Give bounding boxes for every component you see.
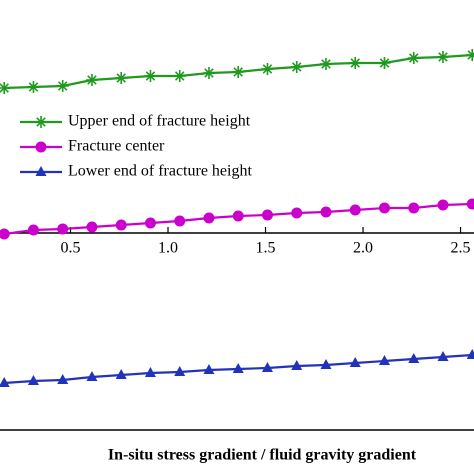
x-axis-label: In-situ stress gradient / fluid gravity …: [108, 447, 417, 464]
legend-label: Upper end of fracture height: [68, 113, 251, 130]
point: [57, 223, 69, 235]
x-tick-label: 0.5: [61, 240, 81, 257]
point: [437, 351, 449, 361]
point: [408, 353, 420, 363]
point: [0, 377, 10, 387]
point: [173, 70, 186, 82]
point: [349, 204, 361, 216]
point: [174, 215, 186, 227]
x-tick-label: 2.5: [451, 240, 471, 257]
point: [436, 51, 449, 63]
point: [203, 364, 215, 374]
point: [56, 80, 69, 92]
legend-label: Lower end of fracture height: [68, 163, 252, 180]
legend-marker: [35, 166, 47, 176]
point: [115, 369, 127, 379]
x-tick-label: 1.0: [158, 240, 178, 257]
point: [232, 66, 245, 78]
point: [174, 366, 186, 376]
point: [57, 374, 69, 384]
point: [85, 74, 98, 86]
point: [261, 362, 273, 372]
point: [144, 70, 157, 82]
point: [466, 49, 474, 61]
point: [144, 367, 156, 377]
point: [407, 52, 420, 64]
point: [0, 82, 11, 94]
point: [320, 359, 332, 369]
legend-marker: [35, 141, 47, 153]
point: [378, 355, 390, 365]
point: [378, 202, 390, 214]
point: [115, 219, 127, 231]
point: [27, 375, 39, 385]
point: [203, 212, 215, 224]
point: [291, 360, 303, 370]
point: [261, 63, 274, 75]
point: [144, 217, 156, 229]
point: [437, 199, 449, 211]
point: [291, 207, 303, 219]
point: [378, 57, 391, 69]
point: [261, 209, 273, 221]
point: [290, 61, 303, 73]
point: [349, 57, 362, 69]
point: [466, 349, 474, 359]
x-tick-label: 1.5: [256, 240, 276, 257]
point: [320, 206, 332, 218]
point: [202, 67, 215, 79]
point: [349, 357, 361, 367]
point: [232, 210, 244, 222]
point: [27, 224, 39, 236]
point: [319, 58, 332, 70]
point: [86, 221, 98, 233]
legend-label: Fracture center: [68, 138, 165, 155]
point: [466, 198, 474, 210]
point: [408, 202, 420, 214]
point: [232, 363, 244, 373]
point: [27, 81, 40, 93]
x-tick-label: 2.0: [353, 240, 373, 257]
point: [0, 228, 10, 240]
legend-marker: [35, 116, 47, 128]
point: [115, 72, 128, 84]
point: [86, 371, 98, 381]
